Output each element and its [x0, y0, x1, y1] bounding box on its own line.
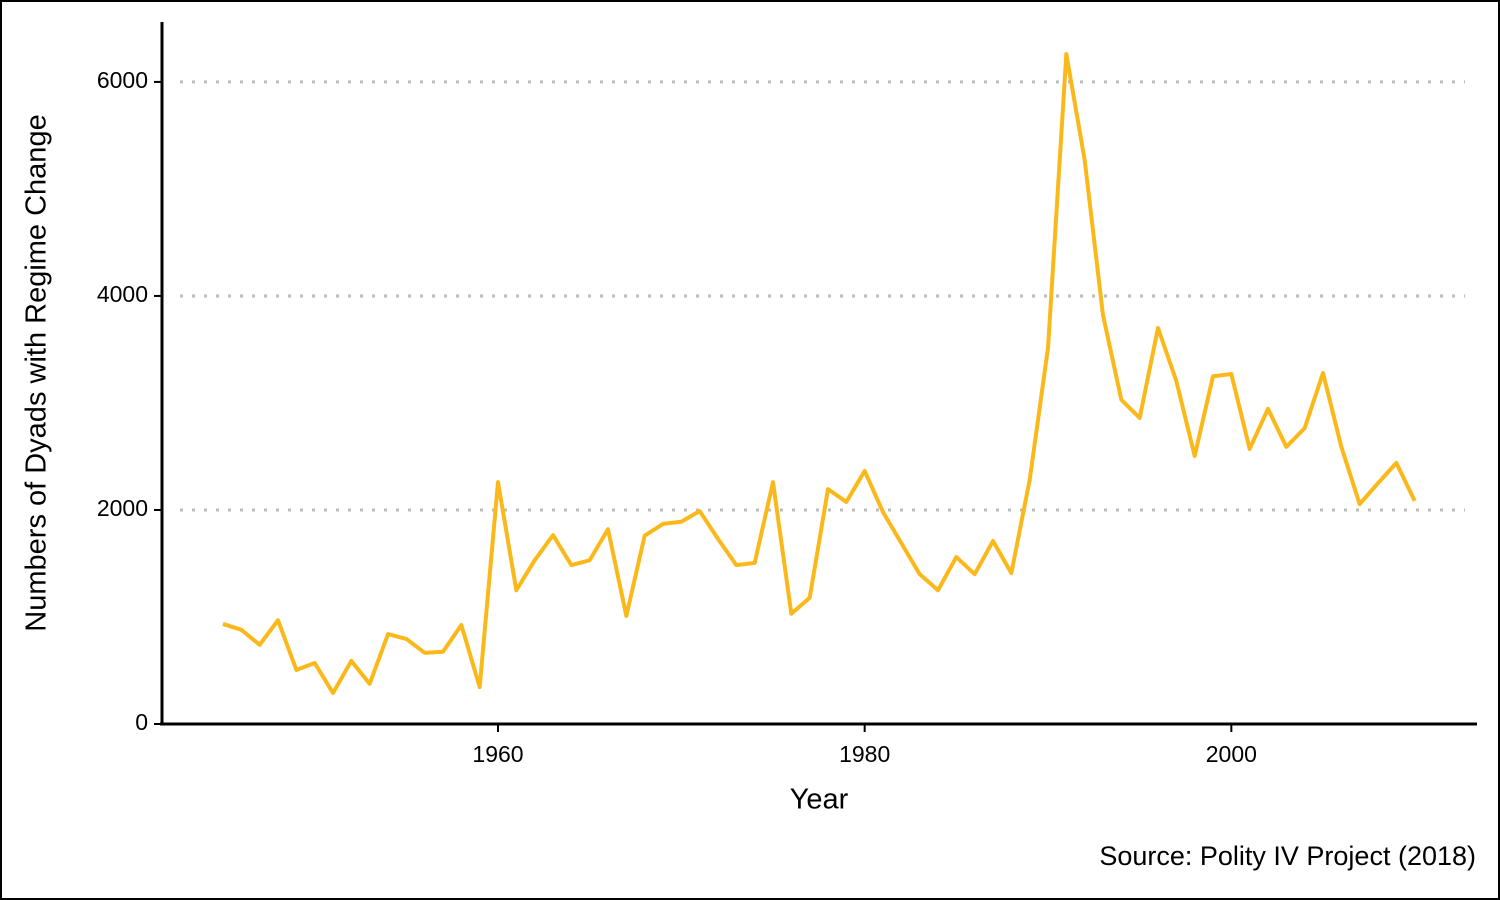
caption: Source: Polity IV Project (2018) [1099, 841, 1476, 871]
plot [222, 52, 1417, 695]
y-tick-label: 4000 [97, 281, 148, 307]
x-tick-label: 1980 [839, 741, 890, 767]
x-tick-label: 2000 [1206, 741, 1257, 767]
x-tick-label: 1960 [472, 741, 523, 767]
data-line [222, 52, 1417, 695]
y-tick-label: 6000 [97, 67, 148, 93]
y-tick-label: 2000 [97, 495, 148, 521]
x-axis-title: Year [790, 784, 849, 816]
y-axis-title: Numbers of Dyads with Regime Change [21, 114, 53, 631]
y-tick-label: 0 [135, 709, 148, 735]
